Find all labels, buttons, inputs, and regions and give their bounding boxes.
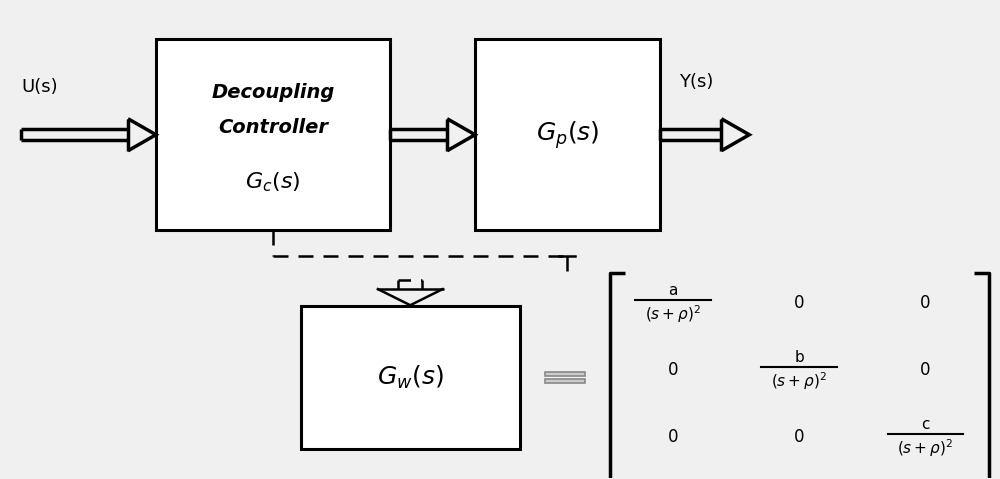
Text: $(s+\rho)^2$: $(s+\rho)^2$ — [771, 370, 827, 392]
FancyBboxPatch shape — [475, 39, 660, 230]
Text: b: b — [794, 350, 804, 365]
Text: 0: 0 — [794, 294, 804, 312]
Text: 0: 0 — [668, 361, 678, 379]
Text: $G_w(s)$: $G_w(s)$ — [377, 364, 444, 391]
Text: 0: 0 — [920, 361, 931, 379]
Text: Controller: Controller — [218, 118, 328, 137]
Text: $(s+\rho)^2$: $(s+\rho)^2$ — [897, 437, 954, 459]
Text: 0: 0 — [668, 428, 678, 446]
FancyBboxPatch shape — [301, 306, 520, 449]
Text: 0: 0 — [920, 294, 931, 312]
Text: $G_p(s)$: $G_p(s)$ — [536, 119, 599, 150]
Text: Decoupling: Decoupling — [211, 83, 335, 103]
Text: Y(s): Y(s) — [679, 73, 714, 91]
Text: c: c — [921, 417, 930, 432]
Text: a: a — [668, 283, 678, 298]
Text: $G_c(s)$: $G_c(s)$ — [245, 171, 301, 194]
FancyBboxPatch shape — [545, 379, 585, 383]
FancyBboxPatch shape — [545, 372, 585, 376]
Text: U(s): U(s) — [21, 78, 58, 96]
Text: $(s+\rho)^2$: $(s+\rho)^2$ — [645, 303, 701, 325]
Text: 0: 0 — [794, 428, 804, 446]
FancyBboxPatch shape — [156, 39, 390, 230]
